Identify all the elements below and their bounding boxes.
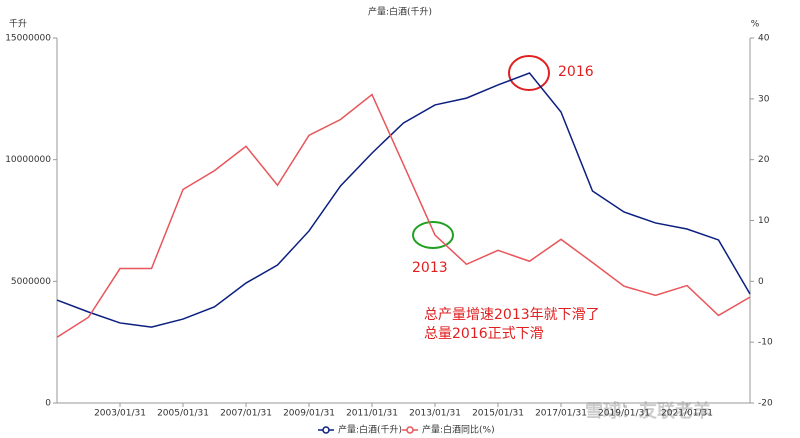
y-tick-label: 10000000 xyxy=(5,155,51,165)
y2-tick-label: 10 xyxy=(758,216,770,226)
highlight-circle xyxy=(412,221,454,249)
x-tick-label: 2009/01/31 xyxy=(283,409,335,419)
x-tick-label: 2017/01/31 xyxy=(535,409,587,419)
y2-tick-label: -20 xyxy=(758,399,773,409)
y2-axis-unit: % xyxy=(751,20,760,30)
legend-marker xyxy=(406,426,414,434)
x-tick-label: 2019/01/31 xyxy=(598,409,650,419)
chart-title: 产量:白酒(千升) xyxy=(368,6,432,18)
y2-tick-label: -10 xyxy=(758,338,773,348)
x-tick-label: 2007/01/31 xyxy=(220,409,272,419)
y2-tick-label: 0 xyxy=(758,277,764,287)
legend-label: 产量:白酒同比(%) xyxy=(422,424,495,436)
y2-tick-label: 20 xyxy=(758,155,770,165)
highlight-circle xyxy=(508,55,550,91)
y-axis-unit: 千升 xyxy=(9,19,27,30)
annotation: 总量2016正式下滑 xyxy=(424,325,544,342)
y-tick-label: 15000000 xyxy=(5,34,51,44)
x-tick-label: 2015/01/31 xyxy=(472,409,524,419)
watermark: 雪球：友联老羊 xyxy=(585,400,711,422)
annotation: 总产量增速2013年就下滑了 xyxy=(424,306,600,323)
y-tick-label: 0 xyxy=(45,399,51,409)
legend-marker xyxy=(322,426,330,434)
x-tick-label: 2011/01/31 xyxy=(346,409,398,419)
y-tick-label: 5000000 xyxy=(11,277,51,287)
annotation: 2013 xyxy=(412,260,448,276)
legend-label: 产量:白酒(千升) xyxy=(338,424,402,436)
x-tick-label: 2003/01/31 xyxy=(94,409,146,419)
data-line xyxy=(56,72,751,328)
y2-tick-label: 30 xyxy=(758,94,770,104)
x-tick-label: 2021/01/31 xyxy=(661,409,713,419)
y2-tick-label: 40 xyxy=(758,34,770,44)
annotation: 2016 xyxy=(558,64,594,80)
data-line xyxy=(56,93,751,338)
x-tick-label: 2013/01/31 xyxy=(409,409,461,419)
x-tick-label: 2005/01/31 xyxy=(157,409,209,419)
